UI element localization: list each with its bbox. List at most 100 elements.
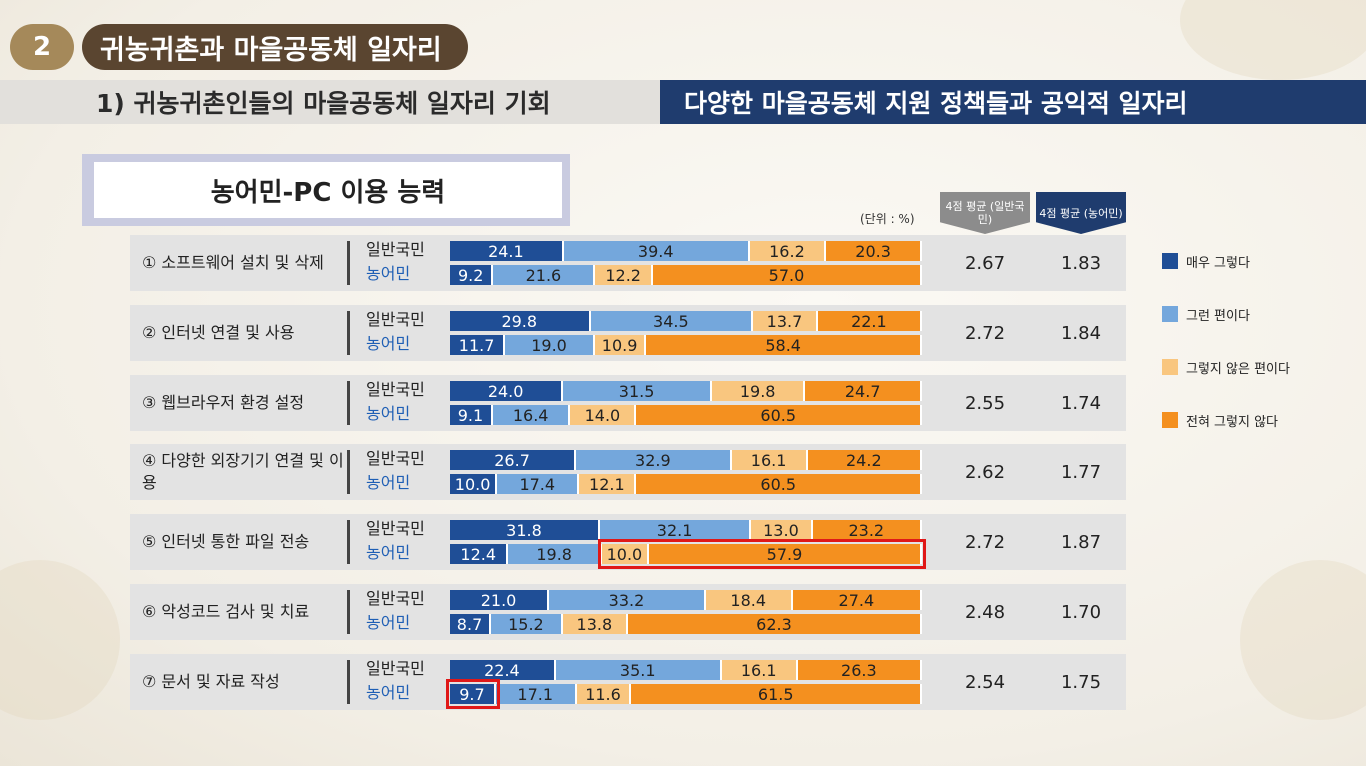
- bar-segment-farmer: 57.0: [652, 265, 922, 285]
- bar-segment-general: 18.4: [705, 590, 793, 610]
- avg-farmer-value: 1.70: [1060, 601, 1102, 623]
- bar-segment-farmer: 10.9: [594, 335, 647, 355]
- legend-item: 전혀 그렇지 않다: [1162, 410, 1366, 430]
- row-label: ⑤ 인터넷 통한 파일 전송: [142, 532, 310, 551]
- bar-segment-general: 16.1: [721, 660, 798, 680]
- bar-segment-general: 29.8: [450, 311, 591, 331]
- legend-label: 매우 그렇다: [1186, 256, 1250, 271]
- row-label: ⑥ 악성코드 검사 및 치료: [142, 602, 310, 621]
- bar-segment-general: 33.2: [549, 590, 706, 610]
- bar-segment-general: 20.3: [826, 241, 922, 261]
- row-separator: [347, 590, 350, 634]
- bar-segment-general: 13.0: [751, 520, 813, 540]
- row-label: ⑦ 문서 및 자료 작성: [142, 672, 280, 691]
- bar-segment-general: 13.7: [753, 311, 818, 331]
- legend-swatch-1: [1162, 253, 1178, 269]
- bar-segment-general: 26.7: [450, 450, 577, 470]
- bar-segment-general: 32.9: [576, 450, 732, 470]
- bar-segment-farmer: 62.3: [627, 614, 922, 634]
- bar-segment-general: 24.7: [805, 381, 922, 401]
- bar-segment-general: 39.4: [563, 241, 750, 261]
- bar-segment-farmer: 19.0: [505, 335, 595, 355]
- bar-segment-general: 16.2: [749, 241, 827, 261]
- avg-general-value: 2.72: [964, 322, 1006, 344]
- section-title: 귀농귀촌과 마을공동체 일자리: [82, 24, 468, 70]
- bar-segment-farmer: 60.5: [636, 405, 922, 425]
- avg-header-farmer: 4점 평균 (농어민): [1036, 192, 1126, 234]
- avg-farmer-value: 1.75: [1060, 671, 1102, 693]
- avg-farmer-value: 1.84: [1060, 322, 1102, 344]
- bar-segment-farmer: 10.0: [450, 474, 498, 494]
- bar-segment-farmer: 16.4: [492, 405, 571, 425]
- bar-segment-farmer: 12.4: [450, 544, 509, 564]
- group-label-farmer: 농어민: [366, 473, 411, 492]
- group-label-farmer: 농어민: [366, 404, 411, 423]
- bar-segment-farmer: 10.0: [601, 544, 649, 564]
- row-separator: [347, 241, 350, 285]
- bar-segment-farmer: 11.6: [576, 684, 632, 704]
- row-label: ① 소프트웨어 설치 및 삭제: [142, 253, 324, 272]
- avg-farmer-value: 1.87: [1060, 531, 1102, 553]
- row-separator: [347, 660, 350, 704]
- bar-segment-general: 16.1: [731, 450, 808, 470]
- bar-segment-general: 31.5: [563, 381, 712, 401]
- bar-segment-farmer: 8.7: [450, 614, 492, 634]
- group-label-general: 일반국민: [366, 310, 425, 329]
- chart-row: ⑦ 문서 및 자료 작성 일반국민 농어민 22.4 35.1 16.1 26.3 9.7 17…: [130, 654, 1126, 710]
- section-number-badge: 2: [10, 24, 74, 70]
- row-separator: [347, 381, 350, 425]
- bar-segment-farmer: 9.2: [450, 265, 494, 285]
- legend-label: 그런 편이다: [1186, 309, 1250, 324]
- legend-label: 그렇지 않은 편이다: [1186, 362, 1290, 377]
- bar-segment-farmer: 9.7: [450, 684, 496, 704]
- group-label-general: 일반국민: [366, 240, 425, 259]
- bar-segment-farmer: 19.8: [508, 544, 602, 564]
- avg-header-general: 4점 평균 (일반국민): [940, 192, 1030, 234]
- bar-segment-general: 19.8: [711, 381, 806, 401]
- row-label: ④ 다양한 외장기기 연결 및 이용: [142, 451, 344, 492]
- bar-segment-farmer: 15.2: [491, 614, 563, 634]
- bar-segment-general: 24.1: [450, 241, 564, 261]
- chart-title: 농어민-PC 이용 능력: [94, 162, 562, 218]
- row-separator: [347, 520, 350, 564]
- bar-segment-general: 24.2: [807, 450, 922, 470]
- bar-segment-general: 23.2: [812, 520, 922, 540]
- bar-segment-general: 31.8: [450, 520, 600, 540]
- legend-label: 전혀 그렇지 않다: [1186, 415, 1278, 430]
- bar-segment-farmer: 11.7: [450, 335, 506, 355]
- legend-item: 매우 그렇다: [1162, 251, 1366, 271]
- avg-general-value: 2.54: [964, 671, 1006, 693]
- chart-row: ② 인터넷 연결 및 사용 일반국민 농어민 29.8 34.5 13.7 22.1 11.7…: [130, 305, 1126, 361]
- bar-segment-farmer: 9.1: [450, 405, 493, 425]
- group-label-general: 일반국민: [366, 449, 425, 468]
- bar-segment-farmer: 21.6: [493, 265, 596, 285]
- bar-segment-general: 24.0: [450, 381, 564, 401]
- group-label-general: 일반국민: [366, 589, 425, 608]
- legend-item: 그런 편이다: [1162, 304, 1366, 324]
- legend-swatch-4: [1162, 412, 1178, 428]
- bar-segment-general: 22.4: [450, 660, 556, 680]
- legend-item: 그렇지 않은 편이다: [1162, 357, 1366, 377]
- avg-farmer-value: 1.83: [1060, 252, 1102, 274]
- highlight-box: [446, 679, 500, 709]
- subtitle-right: 다양한 마을공동체 지원 정책들과 공익적 일자리: [660, 80, 1366, 124]
- row-separator: [347, 311, 350, 355]
- bar-segment-farmer: 17.4: [497, 474, 580, 494]
- row-label: ③ 웹브라우저 환경 설정: [142, 393, 305, 412]
- bar-segment-general: 21.0: [450, 590, 550, 610]
- group-label-general: 일반국민: [366, 519, 425, 538]
- bar-segment-farmer: 14.0: [570, 405, 637, 425]
- bar-segment-general: 34.5: [590, 311, 754, 331]
- bar-segment-farmer: 58.4: [646, 335, 922, 355]
- bar-segment-general: 27.4: [792, 590, 922, 610]
- bar-segment-general: 32.1: [599, 520, 752, 540]
- avg-farmer-value: 1.77: [1060, 461, 1102, 483]
- bar-segment-farmer: 12.2: [595, 265, 653, 285]
- avg-general-value: 2.67: [964, 252, 1006, 274]
- bar-segment-farmer: 17.1: [495, 684, 577, 704]
- group-label-farmer: 농어민: [366, 264, 411, 283]
- group-label-farmer: 농어민: [366, 543, 411, 562]
- avg-general-value: 2.72: [964, 531, 1006, 553]
